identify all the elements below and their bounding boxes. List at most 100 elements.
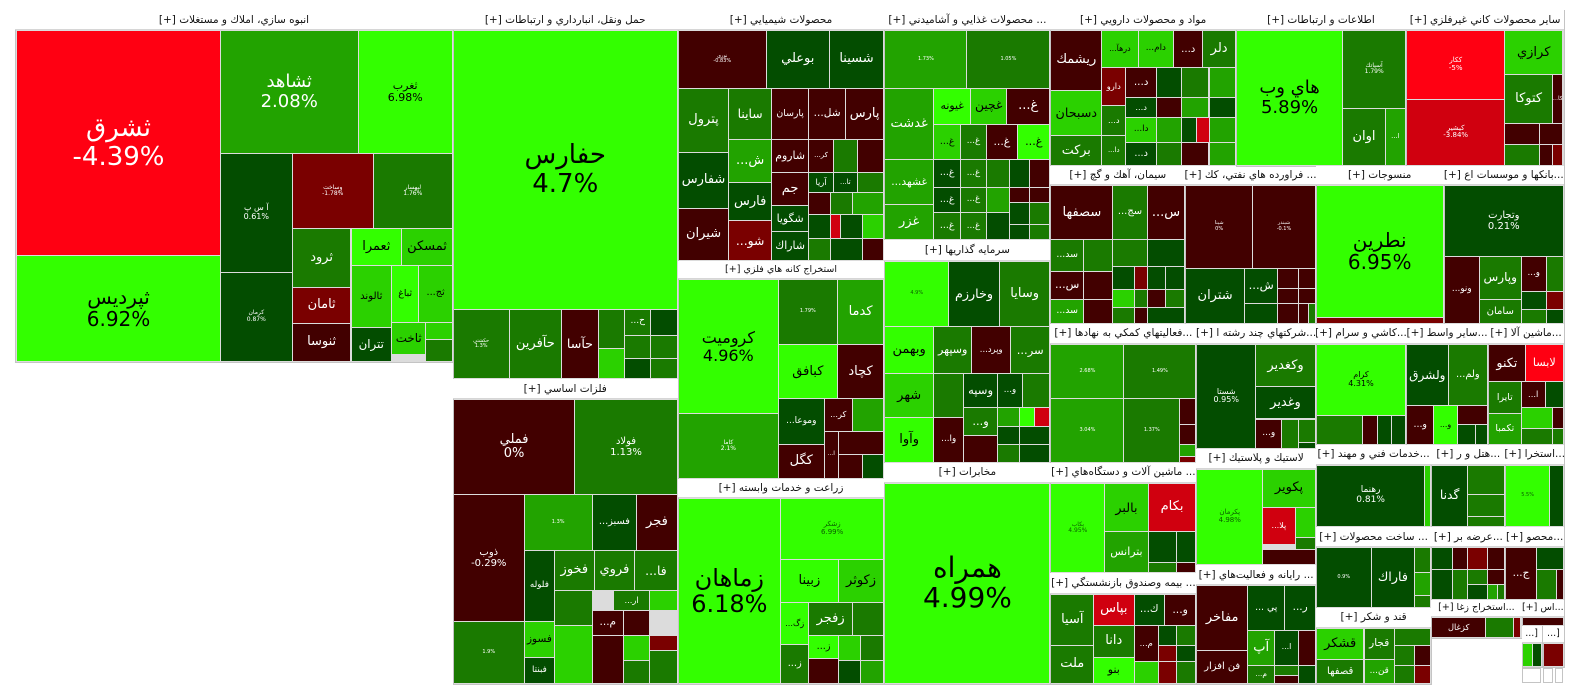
stock-tile[interactable]: د... [1126,68,1156,97]
stock-tile[interactable]: لابسا [1525,345,1564,382]
stock-tile[interactable]: غدشت [885,88,933,159]
stock-tile[interactable] [1556,570,1564,599]
stock-tile[interactable] [624,635,650,660]
stock-tile[interactable]: ش... [1244,268,1278,303]
stock-tile[interactable]: فملي 0% [453,400,575,494]
stock-tile[interactable]: وسپهر [933,326,972,374]
stock-tile[interactable] [1457,406,1488,424]
stock-tile[interactable]: ار... [613,590,650,610]
stock-tile[interactable]: ك... [1134,594,1164,625]
stock-tile[interactable] [1177,563,1196,573]
stock-tile[interactable]: فروي [594,551,635,590]
stock-tile[interactable]: وپارس [1479,256,1521,299]
stock-tile[interactable] [838,635,861,660]
stock-tile[interactable]: كدما [837,279,884,345]
sector-header[interactable]: ...ماشين آلا [+] [1488,323,1565,345]
stock-tile[interactable] [830,193,852,215]
stock-tile[interactable] [1552,408,1564,428]
stock-tile[interactable] [1467,517,1505,527]
stock-tile[interactable] [1488,570,1505,585]
stock-tile[interactable] [1158,661,1177,684]
stock-tile[interactable] [852,193,884,215]
stock-tile[interactable] [1536,570,1556,599]
stock-tile[interactable] [1298,288,1315,303]
stock-tile[interactable] [1020,426,1050,444]
stock-tile[interactable] [1377,416,1391,444]
stock-tile[interactable]: شيران [678,209,729,260]
stock-tile[interactable]: كرمان 0.87% [220,272,292,362]
stock-tile[interactable]: و... [1521,256,1546,291]
stock-tile[interactable]: شاراك [771,232,809,260]
stock-tile[interactable]: ساينا [729,88,771,139]
stock-tile[interactable]: 4.9% [885,261,949,326]
stock-tile[interactable]: بالبر [1105,483,1148,532]
stock-tile[interactable] [1209,142,1235,165]
stock-tile[interactable] [1514,617,1521,637]
stock-tile[interactable]: ج... [1506,548,1536,599]
stock-tile[interactable]: غيونه [933,88,971,124]
stock-tile[interactable]: غ... [1006,88,1050,124]
stock-tile[interactable]: ثپرديس 6.92% [17,255,220,362]
stock-tile[interactable]: مفاخر [1197,586,1247,650]
stock-tile[interactable]: فبنتا [524,657,555,684]
stock-tile[interactable] [1452,570,1467,599]
stock-tile[interactable] [1432,548,1452,570]
stock-tile[interactable]: ثرود [292,229,351,287]
stock-tile[interactable] [1415,645,1431,665]
stock-tile[interactable] [1316,416,1363,444]
stock-tile[interactable] [1209,117,1235,142]
stock-tile[interactable]: وبهمن [885,326,933,374]
stock-tile[interactable] [1498,585,1505,599]
stock-tile[interactable]: شو... [729,221,771,260]
stock-tile[interactable]: فولاد 1.13% [575,400,677,494]
stock-tile[interactable] [838,431,884,454]
stock-tile[interactable] [1158,625,1177,645]
stock-tile[interactable]: 1.3% [524,494,592,551]
stock-tile[interactable]: ش... [729,139,771,183]
stock-tile[interactable] [592,635,623,684]
stock-tile[interactable] [1415,548,1431,573]
stock-tile[interactable]: وموعا... [778,399,824,444]
stock-tile[interactable]: كتوكا [1505,75,1552,123]
stock-tile[interactable]: حفارس 4.7% [453,31,677,309]
stock-tile[interactable] [1521,291,1546,309]
stock-tile[interactable]: دارو [1102,68,1126,105]
stock-tile[interactable] [1113,307,1134,323]
sector-header[interactable]: ... ماشين آلات و دستگاه‌هاي [+] [1050,462,1197,483]
stock-tile[interactable] [1278,288,1298,303]
stock-tile[interactable] [1009,225,1030,240]
sector-header[interactable]: فلزات اساسي [+] [452,379,678,400]
stock-tile[interactable]: سصفها [1051,186,1113,240]
stock-tile[interactable]: دسبحان [1051,90,1102,135]
stock-tile[interactable]: بكاب 4.95% [1051,483,1105,573]
stock-tile[interactable]: فارس [729,183,771,221]
stock-tile[interactable] [1452,548,1467,570]
sector-header[interactable]: [... [1542,625,1565,643]
stock-tile[interactable]: بركت [1051,135,1102,165]
stock-tile[interactable] [997,444,1020,462]
stock-tile[interactable] [625,336,651,359]
stock-tile[interactable]: ثشاهد 2.08% [220,31,358,153]
stock-tile[interactable] [624,610,650,635]
stock-tile[interactable]: 1.73% [885,31,967,88]
sector-header[interactable]: ...محصو [+] [1505,527,1565,548]
stock-tile[interactable] [1147,289,1165,307]
stock-tile[interactable]: غ... [1018,124,1050,159]
stock-tile[interactable] [1147,240,1185,266]
stock-tile[interactable]: تتران [351,327,391,362]
stock-tile[interactable] [1278,268,1298,288]
stock-tile[interactable] [1546,256,1564,291]
stock-tile[interactable]: قن... [1364,659,1394,684]
stock-tile[interactable] [1035,408,1050,426]
stock-tile[interactable]: آسيا [1051,594,1094,645]
stock-tile[interactable]: زگ... [781,602,809,644]
stock-tile[interactable]: فا... [635,551,677,590]
stock-tile[interactable]: پارس [845,88,884,139]
stock-tile[interactable]: و... [1164,594,1196,625]
stock-tile[interactable] [1552,428,1564,444]
stock-tile[interactable]: ز... [781,644,809,684]
stock-tile[interactable] [1182,97,1209,117]
stock-tile[interactable]: شهر [885,374,933,418]
stock-tile[interactable]: تا... [833,173,857,193]
stock-tile[interactable] [650,590,677,610]
